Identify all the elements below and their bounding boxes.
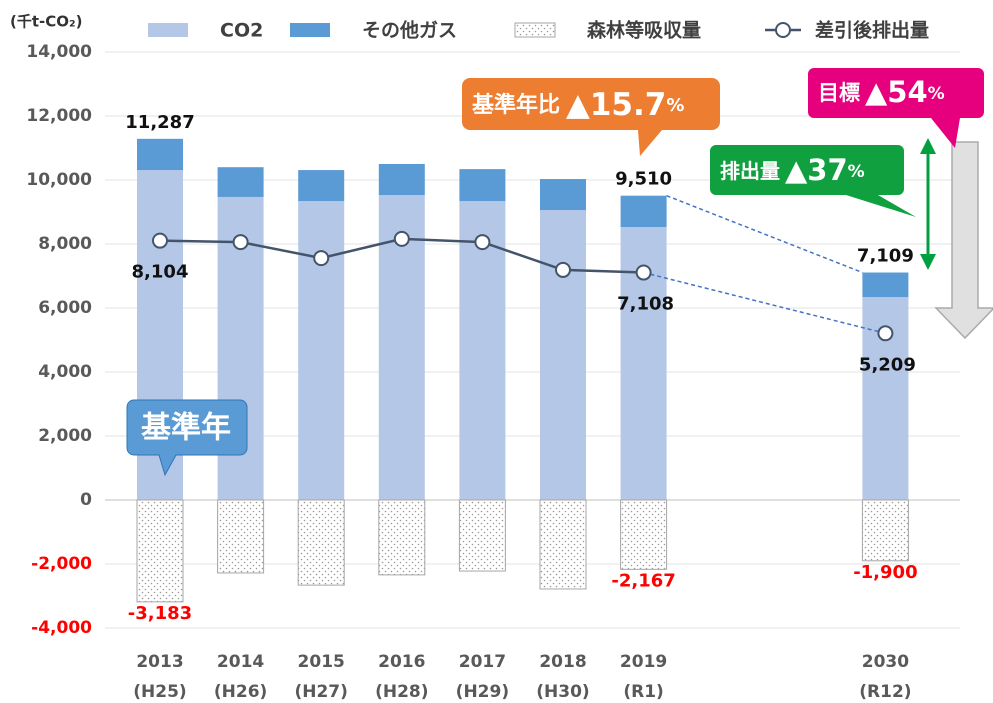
total-label: 7,109 xyxy=(857,246,914,267)
legend-label: CO2 xyxy=(220,20,263,42)
x-tick-label: (R1) xyxy=(623,682,663,702)
svg-text:基準年比▲15.7%: 基準年比 ▲15.7% xyxy=(472,87,684,123)
bar xyxy=(136,499,184,603)
y-tick-label: 6,000 xyxy=(38,298,92,318)
y-axis-label: (千t-CO₂) xyxy=(10,13,82,31)
bar xyxy=(861,499,909,562)
line-marker xyxy=(232,234,249,251)
callout-text: 基準年 xyxy=(141,411,231,446)
legend-label: 森林等吸収量 xyxy=(587,19,701,42)
x-tick-label: (H28) xyxy=(375,682,428,702)
legend-swatch xyxy=(514,22,556,38)
projection-line xyxy=(666,194,863,274)
callout-value: ▲37 xyxy=(785,153,848,187)
y-tick-label: 12,000 xyxy=(26,106,92,126)
line-marker xyxy=(313,250,330,267)
data-label: -1,900 xyxy=(853,562,917,583)
data-label: 7,108 xyxy=(617,294,674,315)
line-marker xyxy=(393,230,410,247)
line-marker xyxy=(555,261,571,278)
legend-swatch xyxy=(290,23,330,37)
y-tick-label: 14,000 xyxy=(26,42,92,62)
total-label: 9,510 xyxy=(615,169,672,190)
bar xyxy=(217,499,265,574)
y-tick-label: 8,000 xyxy=(38,234,92,254)
bar xyxy=(137,138,183,171)
callout-text: 排出量 xyxy=(720,159,780,183)
callout-target: 目標 ▲54% xyxy=(808,68,984,148)
bar xyxy=(378,164,425,196)
svg-text:目標▲54%: 目標 ▲54% xyxy=(818,75,945,109)
line-marker xyxy=(635,264,652,281)
line-marker xyxy=(474,234,491,251)
data-label: 5,209 xyxy=(859,354,916,375)
x-tick-label: (H29) xyxy=(456,682,509,702)
arrow-head xyxy=(920,138,936,154)
x-tick-label: (H26) xyxy=(214,682,267,702)
x-tick-label: 2030 xyxy=(862,652,909,672)
svg-text:排出量▲37%: 排出量 ▲37% xyxy=(720,153,865,187)
legend-label: 差引後排出量 xyxy=(815,19,929,42)
bar xyxy=(458,499,506,572)
bar xyxy=(620,499,668,570)
callout-value: ▲15.7 xyxy=(566,87,666,123)
x-tick-label: 2014 xyxy=(217,652,264,672)
data-label: -2,167 xyxy=(611,570,675,591)
callout-text: 目標 xyxy=(818,81,860,105)
y-tick-label: 0 xyxy=(80,490,92,510)
x-tick-label: 2016 xyxy=(378,652,425,672)
x-tick-label: 2013 xyxy=(136,652,183,672)
y-tick-label: 2,000 xyxy=(38,426,92,446)
callout-emissions: 排出量 ▲37% xyxy=(710,145,916,217)
bar xyxy=(862,272,909,298)
x-tick-label: 2019 xyxy=(620,652,667,672)
bar xyxy=(217,167,264,197)
line-marker xyxy=(152,232,168,249)
x-tick-label: 2017 xyxy=(459,652,506,672)
data-label: 8,104 xyxy=(132,262,189,283)
bar xyxy=(297,499,345,586)
bar xyxy=(540,179,586,211)
bar xyxy=(298,170,345,202)
x-tick-label: (H30) xyxy=(536,682,589,702)
x-tick-label: 2018 xyxy=(539,652,586,672)
arrow-head xyxy=(920,254,936,270)
y-tick-label: -4,000 xyxy=(31,618,92,638)
callout-value: ▲54 xyxy=(865,75,928,109)
callout-unit: % xyxy=(848,162,865,182)
target-arrow xyxy=(934,141,993,340)
bar xyxy=(459,169,506,202)
x-tick-label: (H27) xyxy=(294,682,347,702)
bar xyxy=(620,195,667,228)
data-label: -3,183 xyxy=(128,603,192,624)
y-tick-label: 4,000 xyxy=(38,362,92,382)
y-tick-label: 10,000 xyxy=(26,170,92,190)
line-marker xyxy=(877,325,894,342)
callout-unit: % xyxy=(928,84,945,104)
callout-unit: % xyxy=(666,95,684,116)
callout-text: 基準年比 xyxy=(472,92,560,118)
legend-swatch xyxy=(148,23,188,37)
x-tick-label: 2015 xyxy=(298,652,345,672)
projection-line xyxy=(643,271,886,335)
total-label: 11,287 xyxy=(125,112,194,133)
callout-vs-base: 基準年比 ▲15.7% xyxy=(462,78,720,156)
bar xyxy=(298,201,345,500)
bar xyxy=(378,499,426,576)
x-tick-label: (H25) xyxy=(133,682,186,702)
legend-label: その他ガス xyxy=(362,19,457,42)
legend-marker xyxy=(775,22,791,38)
callout-base-year: 基準年 xyxy=(126,399,248,477)
bar xyxy=(459,201,506,500)
bar xyxy=(540,210,586,500)
x-tick-label: (R12) xyxy=(859,682,911,702)
bar xyxy=(539,499,587,590)
y-tick-label: -2,000 xyxy=(31,554,92,574)
